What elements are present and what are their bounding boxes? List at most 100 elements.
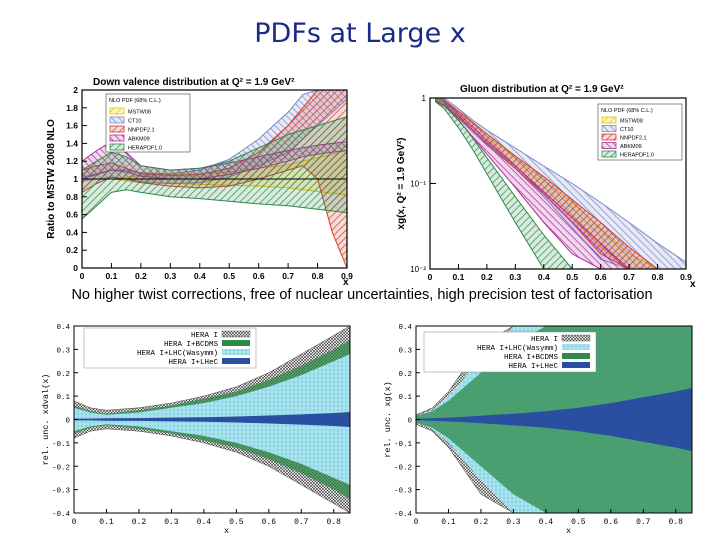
y-tick-label: 0.4	[398, 324, 412, 332]
x-tick-label: 0.7	[636, 518, 651, 527]
y-tick-label: 0.2	[66, 245, 78, 255]
x-tick-label: 0	[80, 271, 85, 281]
x-tick-label: 0.3	[164, 518, 179, 527]
x-tick-label: 0.1	[106, 271, 118, 281]
legend-entry: HERA I+BCDMS	[504, 354, 559, 362]
y-tick-label: 0.2	[56, 371, 70, 379]
legend-entry: NNPDF2.1	[620, 136, 647, 142]
legend-swatch	[109, 134, 125, 142]
legend-swatch	[221, 330, 251, 338]
x-tick-label: 0.5	[571, 518, 586, 527]
legend-swatch	[109, 116, 125, 124]
x-tick-label: 0.3	[509, 272, 521, 282]
y-axis-label: rel. unc. xdval(x)	[41, 374, 51, 466]
x-tick-label: 0.4	[539, 518, 554, 527]
legend-entry: MSTW08	[620, 119, 643, 125]
y-tick-label: 1.2	[66, 156, 78, 166]
y-tick-label: 10⁻¹	[410, 180, 426, 189]
legend-swatch	[601, 150, 617, 158]
x-tick-label: 0.1	[453, 272, 465, 282]
y-tick-label: -0.3	[52, 488, 71, 496]
legend-entry: HERA I+LHC(Wasymm)	[137, 350, 218, 358]
x-tick-label: 0.5	[223, 271, 235, 281]
y-tick-label: -0.3	[394, 488, 413, 496]
x-tick-label: 0.7	[294, 518, 309, 527]
legend-swatch	[222, 358, 250, 364]
x-tick-label: 0.6	[604, 518, 619, 527]
y-tick-label: 0.2	[398, 371, 412, 379]
y-tick-label: 0	[407, 418, 412, 426]
x-axis-label: x	[224, 526, 229, 536]
band-hera-i-lhec	[74, 412, 350, 427]
y-axis-label: rel. unc. xg(x)	[383, 381, 393, 458]
x-tick-label: 0.6	[595, 272, 607, 282]
legend-entry: ABKM09	[128, 137, 150, 143]
x-tick-label: 0.1	[441, 518, 456, 527]
x-axis-label: x	[566, 526, 571, 536]
legend-swatch	[222, 340, 250, 346]
y-tick-label: -0.1	[394, 441, 413, 449]
legend-title: NLO PDF (68% C.L.)	[601, 108, 653, 114]
y-tick-label: 1	[422, 94, 427, 103]
legend-swatch	[601, 125, 617, 132]
legend-entry: HERA I+LHeC	[508, 363, 558, 371]
x-tick-label: 0.7	[282, 271, 294, 281]
y-tick-label: 0.3	[398, 347, 412, 355]
y-tick-label: 0.8	[66, 192, 78, 202]
x-tick-label: 0	[72, 518, 77, 527]
y-tick-label: 1.8	[66, 103, 78, 113]
y-tick-label: -0.4	[52, 511, 71, 519]
y-tick-label: 0.4	[66, 227, 78, 237]
legend-swatch	[222, 349, 250, 355]
y-tick-label: 0.1	[56, 394, 70, 402]
x-tick-label: 0.8	[327, 518, 342, 527]
y-tick-label: 0	[65, 418, 70, 426]
slide-title: PDFs at Large x	[254, 18, 466, 49]
xdv-uncertainty-chart: 0 0.1 0.2 0.3 0.4 0.5 0.6 0.7 0.8 -0.4 -0.3 -0.2 -0.…	[41, 324, 351, 536]
y-tick-label: 1.6	[66, 121, 78, 131]
chart-title: Gluon distribution at Q² = 1.9 GeV²	[460, 84, 624, 95]
y-tick-label: 2	[73, 85, 78, 95]
gluon-chart: 0 0.1 0.2 0.3 0.4 0.5 0.6 0.7 0.8 0.9 10⁻² 10⁻¹ 1 Glu…	[396, 84, 696, 288]
x-tick-label: 0.3	[164, 271, 176, 281]
x-tick-label: 0.8	[669, 518, 684, 527]
legend-swatch	[562, 362, 590, 368]
legend-entry: NNPDF2.1	[128, 128, 155, 134]
y-tick-label: 1.4	[66, 138, 78, 148]
xg-uncertainty-chart: 0 0.1 0.2 0.3 0.4 0.5 0.6 0.7 0.8 -0.4 -0.3 -0.2 -0.…	[383, 324, 693, 536]
legend-swatch	[601, 142, 617, 149]
y-tick-label: 0	[73, 263, 78, 273]
legend-entry: HERA I+LHeC	[168, 359, 218, 367]
x-tick-label: 0.6	[253, 271, 265, 281]
legend-entry: HERA I	[191, 332, 218, 340]
y-tick-label: 0.3	[56, 347, 70, 355]
y-tick-label: 1	[73, 174, 78, 184]
x-tick-label: 0.5	[566, 272, 578, 282]
legend-swatch	[109, 125, 125, 133]
legend-swatch	[109, 143, 125, 151]
bands	[435, 98, 686, 269]
legend-entry: HERA I	[531, 336, 558, 344]
legend-swatch	[561, 334, 591, 342]
legend-entry: HERA I+LHC(Wasymm)	[477, 345, 558, 353]
band-hera-i-lhec	[416, 387, 692, 452]
x-tick-label: 0.7	[623, 272, 635, 282]
legend-swatch	[562, 353, 590, 359]
legend: NLO PDF (68% C.L.) MSTW08 CT10 NNPDF2.1 ABKM…	[105, 93, 191, 153]
chart-title: Down valence distribution at Q² = 1.9 Ge…	[93, 77, 295, 88]
legend-entry: HERA I+BCDMS	[164, 341, 219, 349]
legend-entry: CT10	[620, 127, 633, 133]
legend-entry: MSTW08	[128, 110, 151, 116]
x-tick-label: 0.2	[474, 518, 489, 527]
x-tick-label: 0.2	[481, 272, 493, 282]
legend-entry: HERAPDF1.0	[128, 146, 162, 152]
x-tick-label: 0.1	[99, 518, 114, 527]
x-tick-label: 0.8	[652, 272, 664, 282]
legend: NLO PDF (68% C.L.) MSTW08 CT10 NNPDF2.1 ABKM…	[597, 103, 683, 161]
legend-swatch	[601, 133, 617, 141]
band-herapdf1-0	[82, 116, 347, 220]
band-herapdf1-0	[435, 98, 686, 269]
bands	[74, 326, 350, 513]
x-tick-label: 0.3	[506, 518, 521, 527]
